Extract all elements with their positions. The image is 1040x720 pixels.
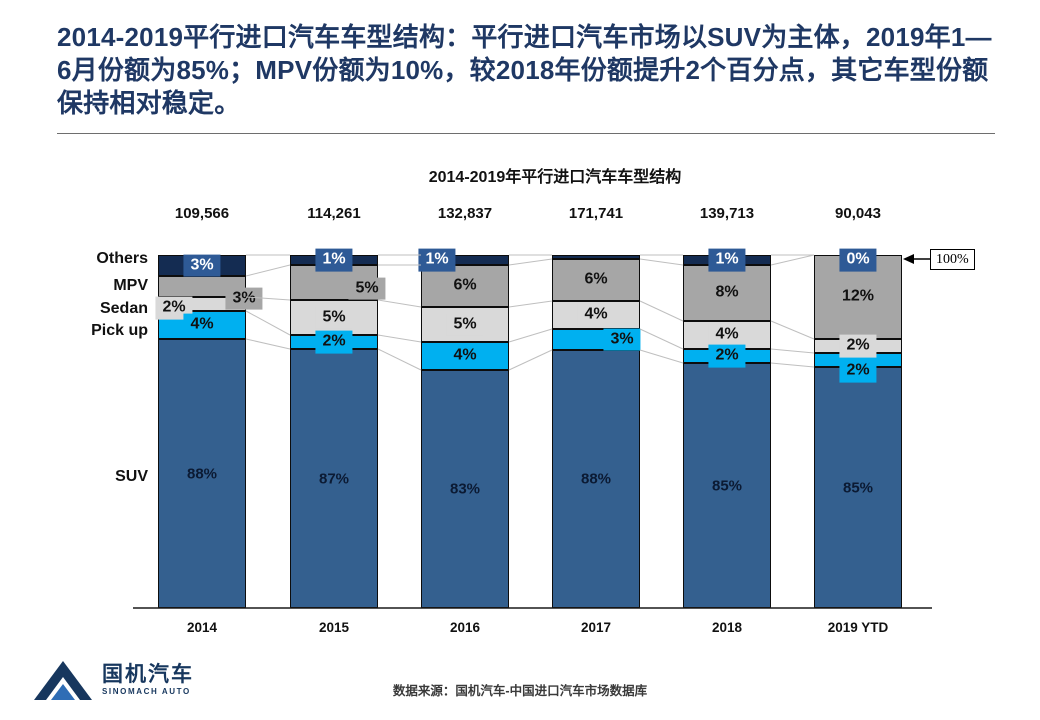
segment-label-pick-up: 2%	[315, 330, 353, 354]
row-label-pick-up: Pick up	[91, 322, 148, 339]
total-label: 171,741	[568, 205, 624, 222]
total-label: 114,261	[307, 205, 361, 222]
segment-label-suv: 88%	[580, 470, 612, 488]
segment-label-suv: 85%	[842, 479, 874, 496]
segment-label-mpv: 6%	[577, 268, 615, 292]
total-label: 132,837	[437, 205, 493, 222]
segment-label-pick-up: 3%	[603, 328, 641, 351]
segment-label-pick-up: 2%	[839, 359, 877, 383]
segment-label-suv: 88%	[186, 465, 218, 482]
segment-label-sedan: 4%	[577, 303, 615, 327]
logo-text-cn: 国机汽车	[102, 663, 194, 687]
year-label: 2019 YTD	[827, 620, 889, 635]
segment-label-others: 1%	[418, 248, 456, 272]
company-logo: 国机汽车 SINOMACH AUTO	[34, 658, 194, 702]
row-label-mpv: MPV	[113, 277, 148, 294]
year-label: 2018	[711, 620, 743, 635]
segment-label-sedan: 5%	[446, 313, 484, 336]
segment-label-others: 3%	[183, 254, 221, 277]
total-label: 139,713	[699, 205, 755, 222]
arrow-left-icon	[903, 254, 914, 264]
year-label: 2014	[186, 620, 218, 635]
segment-label-pick-up: 4%	[446, 344, 484, 368]
segment-label-suv: 85%	[711, 477, 743, 494]
segment-label-mpv: 3%	[225, 287, 263, 310]
segment-label-mpv: 12%	[834, 285, 882, 309]
row-label-sedan: Sedan	[99, 300, 148, 317]
total-label: 90,043	[835, 205, 881, 222]
segment-label-mpv: 8%	[708, 281, 746, 305]
segment-label-sedan: 2%	[839, 334, 877, 358]
segment-label-pick-up: 2%	[708, 344, 746, 368]
segment-label-mpv: 5%	[348, 277, 386, 300]
year-label: 2017	[580, 620, 612, 635]
year-label: 2016	[449, 620, 481, 635]
year-label: 2015	[318, 620, 350, 635]
segment-label-sedan: 5%	[315, 306, 353, 329]
mountain-logo-icon	[34, 661, 92, 700]
logo-text-en: SINOMACH AUTO	[102, 686, 191, 696]
segment-suv	[814, 367, 902, 608]
segment-label-others: 1%	[708, 248, 746, 272]
segment-label-suv: 87%	[318, 470, 350, 487]
segment-label-sedan: 4%	[708, 323, 746, 347]
segment-label-others: 0%	[839, 248, 877, 272]
segment-suv	[683, 363, 771, 608]
segment-suv	[552, 350, 640, 608]
data-source-note: 数据来源：国机汽车-中国进口汽车市场数据库	[392, 684, 648, 698]
segment-label-others: 1%	[315, 248, 353, 272]
total-label: 109,566	[174, 205, 230, 222]
segment-label-mpv: 6%	[446, 274, 484, 298]
segment-suv	[158, 339, 246, 608]
segment-suv	[290, 349, 378, 608]
row-label-suv: SUV	[115, 468, 148, 485]
segment-label-suv: 83%	[449, 480, 481, 498]
title-divider	[57, 133, 995, 134]
segment-others	[552, 255, 640, 259]
chart-title: 2014-2019年平行进口汽车车型结构	[428, 169, 682, 186]
segment-label-sedan: 2%	[155, 296, 193, 320]
axis-max-callout: 100%	[930, 249, 975, 270]
segment-suv	[421, 370, 509, 608]
row-label-others: Others	[96, 250, 148, 267]
page-title: 2014-2019平行进口汽车车型结构：平行进口汽车市场以SUV为主体，2019…	[57, 22, 992, 119]
segment-label-pick-up: 4%	[183, 313, 221, 337]
